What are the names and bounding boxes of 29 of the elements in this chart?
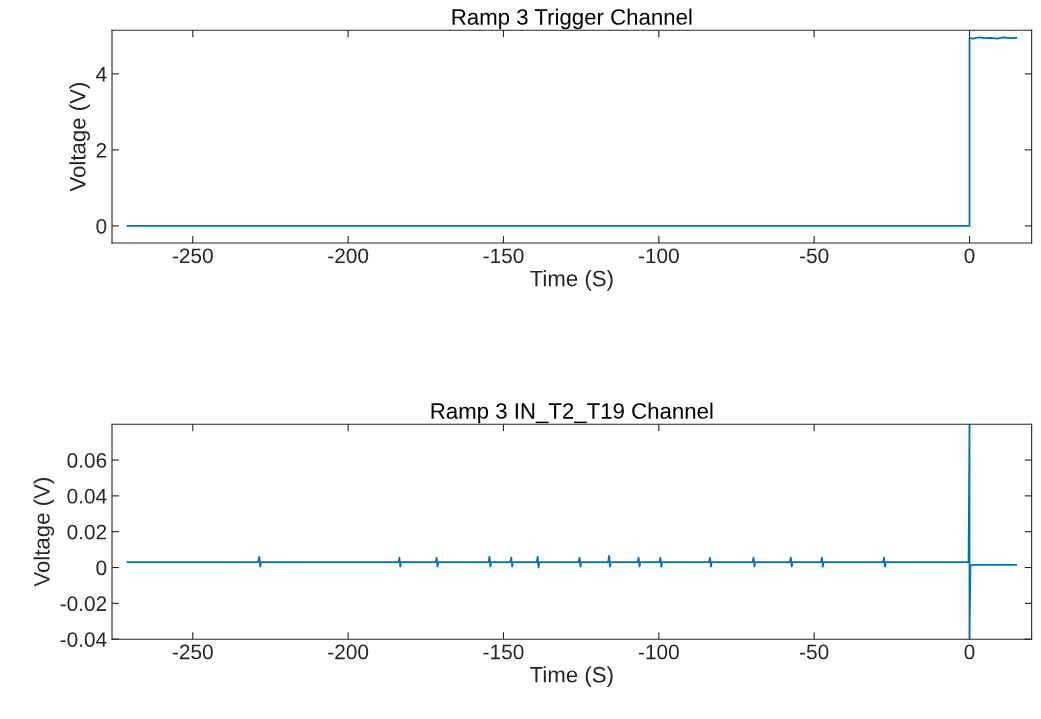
x-tick-label: -150 (483, 644, 524, 660)
x-tick-label: -50 (800, 644, 829, 660)
y-axis-title: Voltage (V) (69, 83, 91, 192)
y-tick-label: 0.04 (67, 488, 107, 504)
y-tick-label: -0.04 (60, 632, 107, 647)
y-tick-label: 4 (96, 67, 107, 82)
y-tick-label: 0.02 (67, 524, 107, 540)
x-tick-label: 0 (964, 248, 975, 264)
chart-title: Ramp 3 Trigger Channel (452, 8, 692, 30)
x-axis-title: Time (S) (530, 666, 613, 687)
x-tick-label: -200 (328, 248, 369, 264)
y-tick-label: -0.02 (60, 596, 107, 612)
x-tick-label: -150 (483, 248, 524, 264)
x-tick-label: 0 (964, 644, 975, 660)
y-axis-title: Voltage (V) (33, 478, 55, 587)
x-tick-label: -250 (172, 248, 213, 264)
y-tick-label: 0.06 (67, 453, 107, 468)
y-tick-label: 2 (96, 142, 107, 158)
y-tick-label: 0 (96, 560, 107, 576)
chart-title: Ramp 3 IN_T2_T19 Channel (431, 402, 713, 424)
x-tick-label: -200 (328, 644, 369, 660)
x-tick-label: -50 (800, 248, 829, 264)
y-tick-label: 0 (96, 218, 107, 234)
x-tick-label: -100 (638, 248, 679, 264)
line-series (126, 36, 1018, 227)
x-tick-label: -250 (172, 644, 213, 660)
x-tick-label: -100 (638, 644, 679, 660)
line-series (126, 424, 1018, 640)
x-axis-title: Time (S) (530, 270, 613, 291)
